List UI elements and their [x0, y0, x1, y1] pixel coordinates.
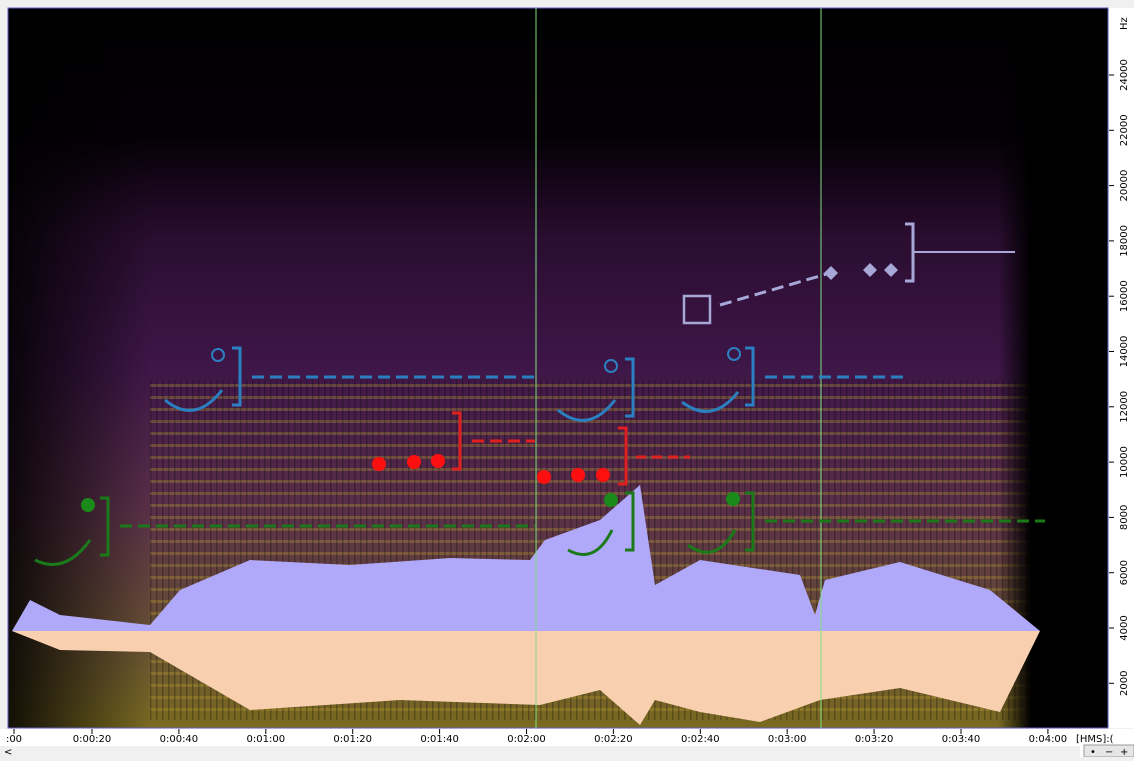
frequency-scale — [1109, 8, 1134, 728]
waveform-upper — [12, 485, 1040, 631]
time-label: 0:03:00 — [768, 734, 807, 745]
frequency-label: 18000 — [1119, 225, 1130, 257]
zoom-out[interactable]: − — [1105, 747, 1113, 758]
scrollbar[interactable] — [0, 746, 1080, 757]
frequency-label: 8000 — [1119, 505, 1130, 530]
time-label: :00 — [6, 734, 22, 745]
frequency-label: 10000 — [1119, 446, 1130, 478]
time-label: 0:00:20 — [73, 734, 112, 745]
frequency-label: 4000 — [1119, 615, 1130, 640]
frequency-label: 16000 — [1119, 280, 1130, 312]
time-label: 0:03:40 — [942, 734, 981, 745]
notation-overlay — [34, 222, 1045, 566]
time-label: 0:02:40 — [681, 734, 720, 745]
frequency-label: 14000 — [1119, 336, 1130, 368]
frequency-label: 6000 — [1119, 560, 1130, 585]
view-border — [7, 7, 1109, 729]
waveform-lower — [12, 631, 1040, 725]
frequency-unit: Hz — [1119, 17, 1130, 30]
frequency-label: 24000 — [1119, 59, 1130, 91]
time-label: 0:01:00 — [247, 734, 286, 745]
frequency-label: 22000 — [1119, 114, 1130, 146]
scroll-left[interactable]: < — [4, 747, 12, 758]
time-format: [HMS]:( — [1076, 734, 1114, 745]
time-label: 0:01:20 — [333, 734, 372, 745]
time-label: 0:03:20 — [855, 734, 894, 745]
time-label: 0:01:40 — [420, 734, 459, 745]
time-label: 0:02:20 — [594, 734, 633, 745]
zoom-in[interactable]: + — [1120, 747, 1128, 758]
frequency-label: 12000 — [1119, 391, 1130, 423]
time-label: 0:02:00 — [507, 734, 546, 745]
zoom-reset[interactable]: • — [1090, 747, 1096, 758]
time-label: 0:00:40 — [160, 734, 199, 745]
time-label: 0:04:00 — [1029, 734, 1068, 745]
frequency-label: 2000 — [1119, 671, 1130, 696]
frequency-label: 20000 — [1119, 170, 1130, 202]
